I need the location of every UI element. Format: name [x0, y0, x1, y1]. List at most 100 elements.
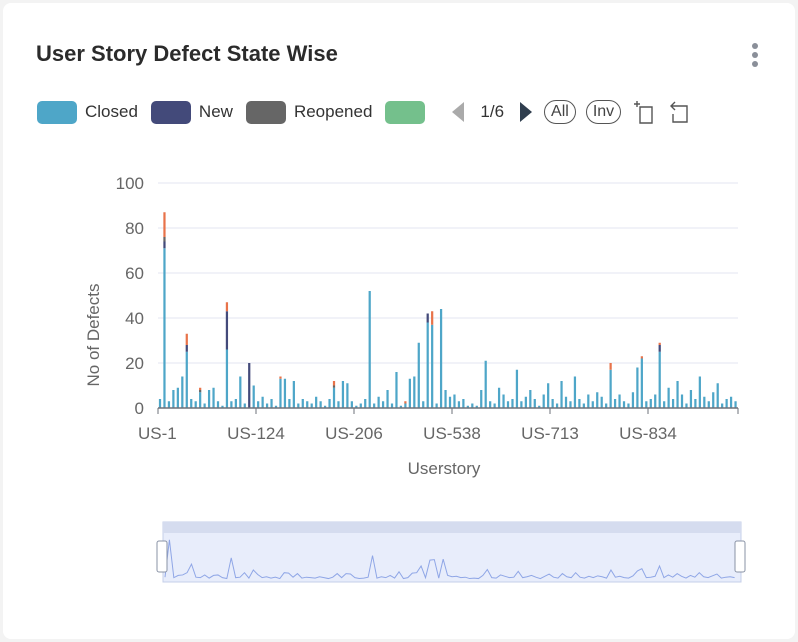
bar-segment[interactable] [560, 381, 563, 408]
legend-item-new[interactable]: New [150, 100, 233, 124]
prev-page-icon[interactable] [450, 101, 466, 123]
bar-segment[interactable] [457, 401, 461, 408]
bar-segment[interactable] [511, 399, 514, 408]
select-all-button[interactable]: All [544, 100, 576, 124]
bar-segment[interactable] [613, 399, 617, 408]
bar-segment[interactable] [444, 390, 447, 408]
bar-segment[interactable] [279, 376, 282, 379]
bar-segment[interactable] [698, 376, 701, 409]
bar-segment[interactable] [502, 394, 505, 409]
bar-segment[interactable] [163, 248, 166, 408]
bar-segment[interactable] [480, 390, 483, 408]
bar-segment[interactable] [667, 387, 670, 408]
bar-segment[interactable] [395, 372, 398, 408]
bar-segment[interactable] [413, 376, 416, 409]
bar-segment[interactable] [716, 383, 719, 408]
bar-segment[interactable] [622, 401, 626, 408]
bar-segment[interactable] [712, 392, 715, 408]
bar-segment[interactable] [341, 381, 345, 408]
bar-segment[interactable] [185, 345, 188, 352]
bar-segment[interactable] [694, 399, 697, 408]
bar-segment[interactable] [618, 394, 621, 409]
bar-segment[interactable] [328, 399, 331, 408]
bar-segment[interactable] [163, 212, 166, 237]
bar-segment[interactable] [225, 302, 229, 312]
bar-segment[interactable] [225, 311, 229, 350]
bar-segment[interactable] [640, 358, 643, 409]
bar-segment[interactable] [332, 387, 336, 408]
bar-segment[interactable] [301, 399, 304, 408]
bar-segment[interactable] [426, 313, 429, 323]
bar-segment[interactable] [408, 378, 411, 408]
bar-segment[interactable] [703, 396, 706, 408]
legend-item-other[interactable] [385, 100, 433, 124]
bar-segment[interactable] [489, 401, 492, 408]
bar-segment[interactable] [283, 378, 287, 408]
bar-segment[interactable] [555, 403, 559, 409]
bar-segment[interactable] [194, 401, 197, 408]
bar-segment[interactable] [542, 394, 545, 409]
bar-segment[interactable] [631, 392, 635, 408]
bar-segment[interactable] [506, 401, 510, 408]
bar-segment[interactable] [270, 399, 273, 408]
bar-segment[interactable] [337, 401, 340, 408]
bar-segment[interactable] [163, 241, 166, 249]
zoom-drag-bar[interactable] [163, 522, 741, 533]
bar-segment[interactable] [578, 399, 581, 408]
bar-segment[interactable] [524, 396, 527, 408]
bar-segment[interactable] [435, 403, 438, 409]
bar-segment[interactable] [288, 399, 291, 408]
bar-segment[interactable] [364, 399, 367, 408]
bar-segment[interactable] [243, 403, 246, 409]
bar-segment[interactable] [422, 401, 425, 408]
bar-segment[interactable] [431, 311, 434, 325]
bar-segment[interactable] [265, 403, 269, 409]
bar-segment[interactable] [658, 345, 661, 352]
bar-segment[interactable] [199, 390, 202, 393]
bar-segment[interactable] [658, 351, 661, 408]
bar-segment[interactable] [185, 333, 188, 345]
zoom-handle[interactable] [734, 540, 746, 573]
inverse-selection-button[interactable]: Inv [585, 100, 622, 124]
bar-segment[interactable] [417, 342, 420, 408]
bar-segment[interactable] [373, 403, 376, 409]
bar-segment[interactable] [685, 403, 688, 409]
bar-segment[interactable] [649, 399, 652, 408]
bar-segment[interactable] [689, 390, 693, 408]
bar-segment[interactable] [676, 381, 679, 408]
bar-segment[interactable] [239, 376, 242, 409]
next-page-icon[interactable] [518, 101, 534, 123]
bar-segment[interactable] [591, 401, 594, 408]
bar-segment[interactable] [399, 405, 403, 408]
bar-segment[interactable] [721, 403, 724, 409]
bar-segment[interactable] [466, 405, 469, 408]
more-options-icon[interactable] [749, 43, 761, 71]
bar-segment[interactable] [707, 401, 710, 408]
bar-segment[interactable] [230, 401, 233, 408]
bar-segment[interactable] [564, 396, 568, 408]
bar-segment[interactable] [163, 237, 166, 242]
bar-segment[interactable] [199, 392, 202, 408]
bar-segment[interactable] [431, 324, 434, 408]
bar-segment[interactable] [453, 394, 456, 409]
bar-segment[interactable] [181, 376, 184, 409]
bar-segment[interactable] [203, 403, 206, 409]
bar-segment[interactable] [292, 381, 295, 408]
bar-segment[interactable] [520, 401, 523, 408]
bar-segment[interactable] [475, 405, 478, 408]
bar-segment[interactable] [167, 401, 171, 408]
bar-segment[interactable] [640, 356, 643, 359]
bar-segment[interactable] [609, 369, 612, 408]
bar-segment[interactable] [368, 291, 371, 408]
bar-segment[interactable] [671, 399, 675, 408]
bar-segment[interactable] [654, 394, 657, 409]
bar-segment[interactable] [734, 401, 737, 408]
bar-segment[interactable] [274, 405, 278, 408]
bar-segment[interactable] [190, 399, 193, 408]
bar-segment[interactable] [225, 349, 229, 409]
bar-segment[interactable] [493, 403, 496, 409]
bar-segment[interactable] [350, 401, 353, 408]
bar-segment[interactable] [377, 396, 380, 408]
bar-segment[interactable] [729, 396, 733, 408]
zoom-reset-icon[interactable] [667, 99, 693, 125]
